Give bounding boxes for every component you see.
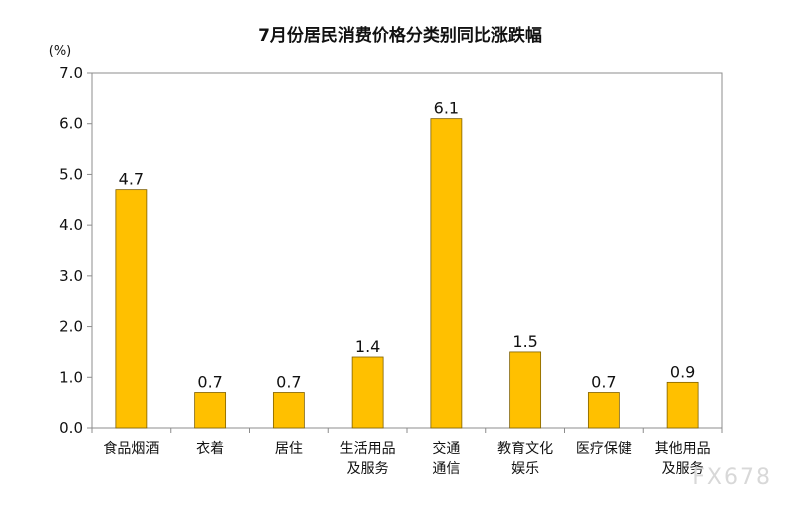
data-label: 0.7 — [276, 373, 301, 392]
y-tick-label: 5.0 — [59, 165, 83, 183]
data-labels: 4.7 0.7 0.7 1.4 6.1 1.5 0.7 0.9 — [119, 99, 696, 392]
y-tick-label: 1.0 — [59, 368, 83, 386]
watermark: FX678 — [692, 465, 772, 490]
bar — [194, 392, 227, 429]
bars — [115, 118, 699, 429]
y-tick-label: 0.0 — [59, 419, 83, 437]
bar — [666, 381, 699, 429]
y-axis: 0.0 1.0 2.0 3.0 4.0 5.0 6.0 7.0 — [59, 64, 92, 437]
x-tick-label: 食品烟酒 — [103, 440, 159, 457]
data-label: 0.7 — [197, 373, 222, 392]
data-label: 4.7 — [119, 170, 144, 189]
data-label: 0.9 — [670, 362, 695, 381]
data-label: 1.4 — [355, 337, 380, 356]
bar — [351, 356, 384, 429]
x-tick-label: 交通通信 — [432, 440, 460, 477]
bar — [272, 392, 305, 429]
bar — [115, 189, 148, 429]
x-tick-label: 衣着 — [196, 441, 224, 457]
x-tick-label: 居住 — [275, 441, 303, 457]
x-tick-label: 医疗保健 — [576, 441, 632, 457]
data-label: 1.5 — [512, 332, 537, 351]
y-tick-label: 3.0 — [59, 267, 83, 285]
x-tick-label: 其他用品及服务 — [655, 441, 711, 477]
bar — [509, 351, 542, 429]
plot-area — [91, 72, 723, 429]
x-tick-label: 教育文化娱乐 — [497, 441, 553, 477]
x-axis: 食品烟酒 衣着 居住 生活用品及服务 交通通信 教育文化娱乐 医疗保健 其他用品及服务 — [91, 428, 723, 477]
x-tick-label: 生活用品及服务 — [340, 441, 396, 477]
data-label: 0.7 — [591, 373, 616, 392]
y-tick-label: 4.0 — [59, 216, 83, 234]
y-tick-label: 7.0 — [59, 64, 83, 82]
chart-title: 7月份居民消费价格分类别同比涨跌幅 — [258, 25, 542, 46]
y-tick-label: 2.0 — [59, 318, 83, 336]
data-label: 6.1 — [434, 99, 459, 118]
bar — [587, 392, 620, 429]
y-tick-label: 6.0 — [59, 115, 83, 133]
y-axis-unit: (%) — [49, 44, 72, 59]
bar — [430, 118, 463, 429]
